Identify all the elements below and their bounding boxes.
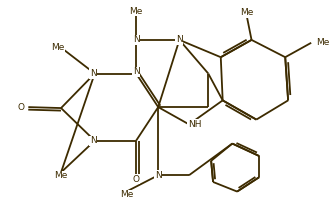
Text: N: N <box>133 35 139 44</box>
Text: Me: Me <box>240 8 254 17</box>
Text: Me: Me <box>54 171 68 180</box>
Text: N: N <box>90 69 97 78</box>
Text: Me: Me <box>120 190 133 199</box>
Text: N: N <box>90 136 97 145</box>
Text: N: N <box>133 67 139 76</box>
Text: N: N <box>176 35 183 44</box>
Text: Me: Me <box>316 38 329 47</box>
Text: Me: Me <box>129 7 143 16</box>
Text: Me: Me <box>51 43 65 52</box>
Text: O: O <box>18 102 24 112</box>
Text: NH: NH <box>188 120 202 129</box>
Text: N: N <box>155 171 162 180</box>
Text: O: O <box>133 175 140 184</box>
